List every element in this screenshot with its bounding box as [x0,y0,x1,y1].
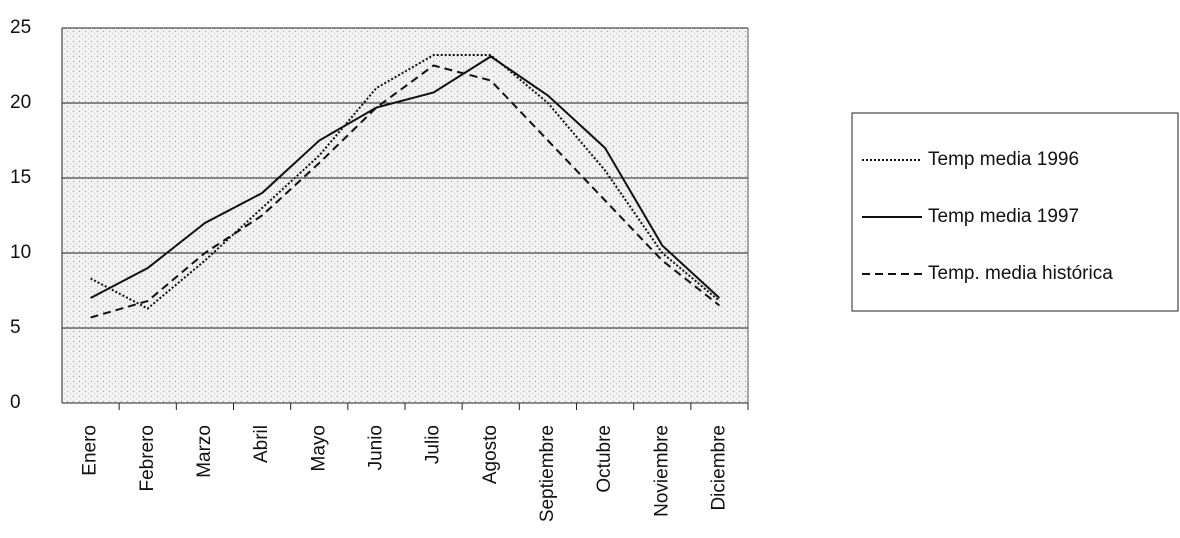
y-tick-label: 25 [10,17,31,38]
y-tick-label: 15 [10,167,31,188]
legend-label: Temp. media histórica [928,263,1113,284]
y-tick-label: 0 [10,392,21,413]
line-series [90,55,721,299]
x-tick-label: Junio [365,425,386,470]
line-series [90,54,721,310]
x-tick-label: Diciembre [708,425,729,511]
legend-box [851,112,1179,312]
x-tick-label: Enero [80,425,101,476]
legend-label: Temp media 1996 [928,149,1079,170]
x-tick-label: Noviembre [651,425,672,517]
x-tick-label: Marzo [194,425,215,478]
y-tick-label: 5 [10,317,21,338]
x-tick-label: Mayo [308,425,329,471]
x-tick-label: Julio [423,425,444,464]
y-tick-label: 20 [10,92,31,113]
legend-label: Temp media 1997 [928,206,1079,227]
x-tick-label: Septiembre [537,425,558,522]
x-tick-label: Febrero [137,425,158,492]
line-series [90,64,721,319]
x-tick-label: Agosto [480,425,501,484]
x-tick-label: Abril [251,425,272,463]
x-tick-label: Octubre [594,425,615,493]
plot-area [62,28,748,403]
y-tick-label: 10 [10,242,31,263]
